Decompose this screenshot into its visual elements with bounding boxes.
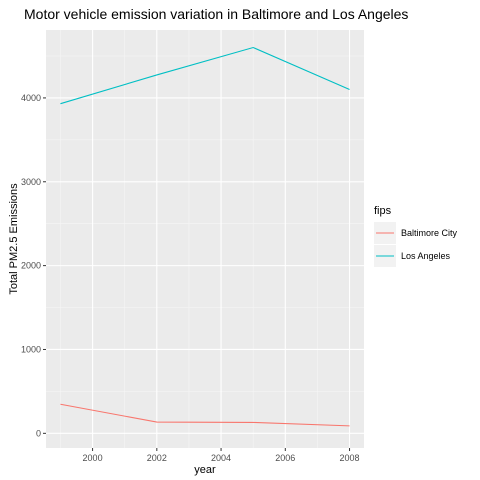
legend-title: fips	[374, 205, 392, 217]
series-line-los-angeles	[60, 46, 350, 105]
plot-panel	[46, 30, 364, 448]
y-axis-title: Total PM2.5 Emissions	[8, 183, 20, 295]
x-tick-label: 2002	[147, 453, 167, 463]
legend: fips Baltimore City Los Angeles	[374, 205, 458, 267]
y-tick-label: 1000	[21, 344, 41, 354]
y-tick-label: 2000	[21, 261, 41, 271]
x-tick-label: 2004	[211, 453, 231, 463]
y-tick-label: 3000	[21, 177, 41, 187]
series-lines	[60, 46, 350, 427]
x-axis-ticks: 2000 2002 2004 2006 2008	[83, 448, 360, 463]
major-gridlines	[46, 30, 364, 448]
x-axis-title: year	[194, 464, 216, 476]
series-line-baltimore-city	[60, 403, 350, 427]
legend-label-baltimore-city: Baltimore City	[401, 228, 458, 238]
y-tick-label: 0	[36, 428, 41, 438]
x-tick-label: 2008	[340, 453, 360, 463]
y-axis-ticks: 0 1000 2000 3000 4000	[21, 93, 46, 438]
y-tick-label: 4000	[21, 93, 41, 103]
x-tick-label: 2000	[83, 453, 103, 463]
x-tick-label: 2006	[275, 453, 295, 463]
legend-label-los-angeles: Los Angeles	[401, 251, 451, 261]
chart-title: Motor vehicle emission variation in Balt…	[24, 6, 408, 22]
minor-gridlines	[46, 30, 364, 448]
